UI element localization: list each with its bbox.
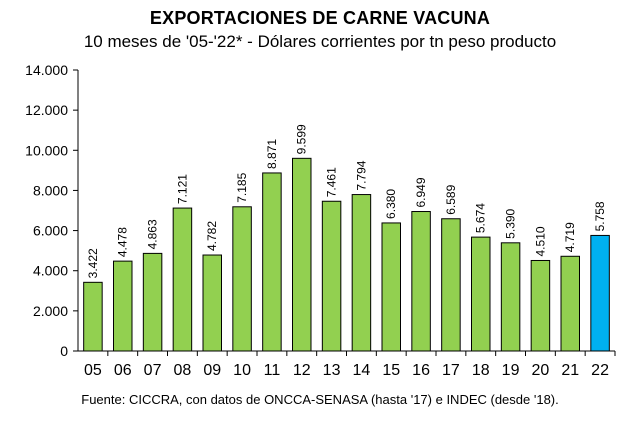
x-axis: 05 06 07 08 09 10 11 12 13 14 15 16 17 18 19 20 21 22 — [78, 350, 616, 379]
data-label-11: 8.871 — [265, 139, 279, 169]
bar-15 — [381, 222, 401, 352]
x-tick-label: 19 — [502, 362, 520, 379]
bar-14 — [351, 194, 372, 352]
data-label-07: 4.863 — [146, 219, 160, 249]
bar-22 — [590, 234, 610, 352]
bar-20 — [530, 259, 551, 352]
bar-13 — [321, 200, 342, 352]
data-label-12: 9.599 — [295, 124, 309, 154]
bar-07 — [142, 252, 163, 352]
x-tick-label: 08 — [174, 362, 192, 379]
data-label-14: 7.794 — [354, 160, 368, 190]
data-label-19: 5.390 — [504, 208, 518, 238]
bar-21 — [560, 255, 580, 352]
x-tick-label: 18 — [472, 362, 490, 379]
y-tick-label: 12.000 — [25, 102, 68, 118]
data-label-09: 4.782 — [205, 221, 219, 251]
x-tick-label: 20 — [532, 362, 550, 379]
y-tick-label: 4.000 — [33, 263, 68, 279]
bar-08 — [172, 207, 193, 352]
bar-17 — [441, 218, 461, 352]
x-tick-label: 12 — [293, 362, 311, 379]
x-tick-label: 06 — [114, 362, 132, 379]
x-tick-label: 21 — [561, 362, 579, 379]
source-note: Fuente: CICCRA, con datos de ONCCA-SENAS… — [81, 392, 559, 407]
x-tick-label: 22 — [591, 362, 609, 379]
bar-11 — [262, 172, 282, 352]
bars: 3.422 4.478 4.863 7.121 4.782 7.185 8.871 9.599… — [83, 124, 610, 352]
data-label-16: 6.949 — [414, 177, 428, 207]
x-tick-label: 16 — [412, 362, 430, 379]
x-tick-label: 10 — [233, 362, 251, 379]
x-tick-label: 05 — [84, 362, 102, 379]
x-tick-label: 11 — [264, 362, 281, 379]
x-tick-label: 17 — [442, 362, 460, 379]
y-tick-label: 2.000 — [33, 303, 68, 319]
bar-09 — [202, 254, 222, 352]
x-tick-label: 07 — [144, 362, 162, 379]
y-tick-label: 0 — [60, 343, 68, 359]
x-tick-label: 09 — [203, 362, 221, 379]
y-tick-label: 6.000 — [33, 223, 68, 239]
data-label-18: 5.674 — [474, 203, 488, 233]
y-tick-label: 8.000 — [33, 182, 68, 198]
data-label-20: 4.510 — [533, 226, 547, 256]
y-tick-label: 10.000 — [25, 142, 68, 158]
bar-06 — [113, 260, 133, 352]
data-label-21: 4.719 — [563, 222, 577, 252]
data-label-15: 6.380 — [384, 189, 398, 219]
data-label-06: 4.478 — [116, 227, 130, 257]
y-axis: 0 2.000 4.000 6.000 8.000 10.000 12.000 14.000 — [25, 62, 79, 359]
y-tick-label: 14.000 — [25, 62, 68, 78]
x-tick-label: 14 — [353, 362, 371, 379]
data-label-17: 6.589 — [444, 184, 458, 214]
data-label-08: 7.121 — [175, 174, 189, 204]
bar-18 — [471, 236, 491, 352]
chart-title: EXPORTACIONES DE CARNE VACUNA — [149, 8, 491, 28]
data-label-22: 5.758 — [593, 201, 607, 231]
data-label-10: 7.185 — [235, 172, 249, 202]
bar-10 — [232, 206, 252, 352]
data-label-05: 3.422 — [86, 248, 100, 278]
bar-05 — [83, 281, 103, 352]
x-tick-label: 13 — [323, 362, 341, 379]
data-label-13: 7.461 — [325, 167, 339, 197]
bar-12 — [292, 157, 312, 352]
bar-19 — [500, 242, 521, 352]
chart-subtitle: 10 meses de '05-'22* - Dólares corriente… — [83, 32, 557, 51]
x-tick-label: 15 — [382, 362, 400, 379]
bar-16 — [411, 211, 431, 352]
